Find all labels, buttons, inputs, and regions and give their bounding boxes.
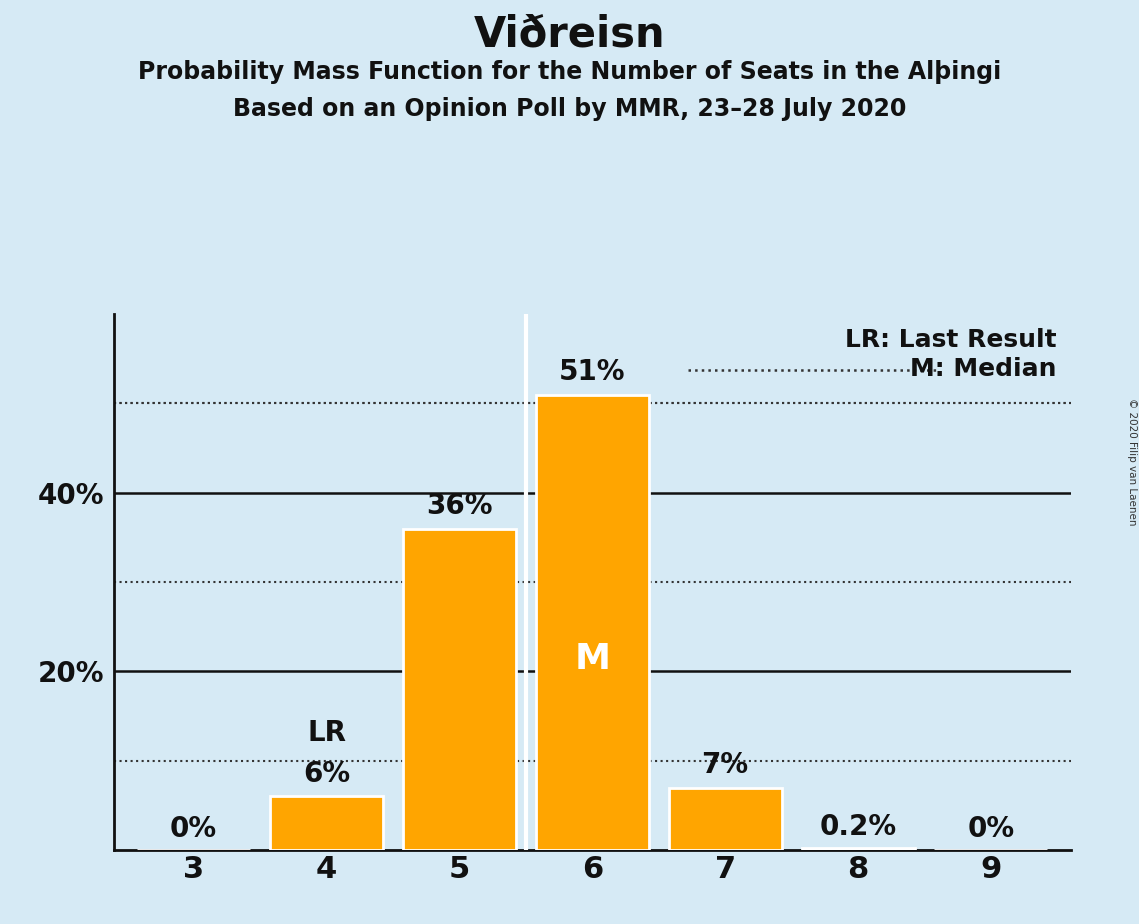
Text: M: M	[574, 642, 611, 675]
Text: Probability Mass Function for the Number of Seats in the Alþingi: Probability Mass Function for the Number…	[138, 60, 1001, 84]
Text: Viðreisn: Viðreisn	[474, 14, 665, 55]
Text: LR: Last Result: LR: Last Result	[845, 328, 1056, 351]
Bar	[669, 787, 781, 850]
Text: 7%: 7%	[702, 750, 748, 779]
Text: 0%: 0%	[170, 815, 218, 843]
Text: 0.2%: 0.2%	[819, 813, 896, 841]
Bar	[535, 395, 649, 850]
Text: 0%: 0%	[967, 815, 1015, 843]
Text: 51%: 51%	[559, 358, 625, 385]
Text: Based on an Opinion Poll by MMR, 23–28 July 2020: Based on an Opinion Poll by MMR, 23–28 J…	[232, 97, 907, 121]
Bar	[802, 848, 915, 850]
Text: M: Median: M: Median	[910, 357, 1056, 381]
Text: 6%: 6%	[303, 760, 350, 787]
Text: © 2020 Filip van Laenen: © 2020 Filip van Laenen	[1126, 398, 1137, 526]
Text: 36%: 36%	[426, 492, 493, 519]
Bar	[270, 796, 383, 850]
Text: LR: LR	[308, 720, 346, 748]
Bar	[403, 529, 516, 850]
